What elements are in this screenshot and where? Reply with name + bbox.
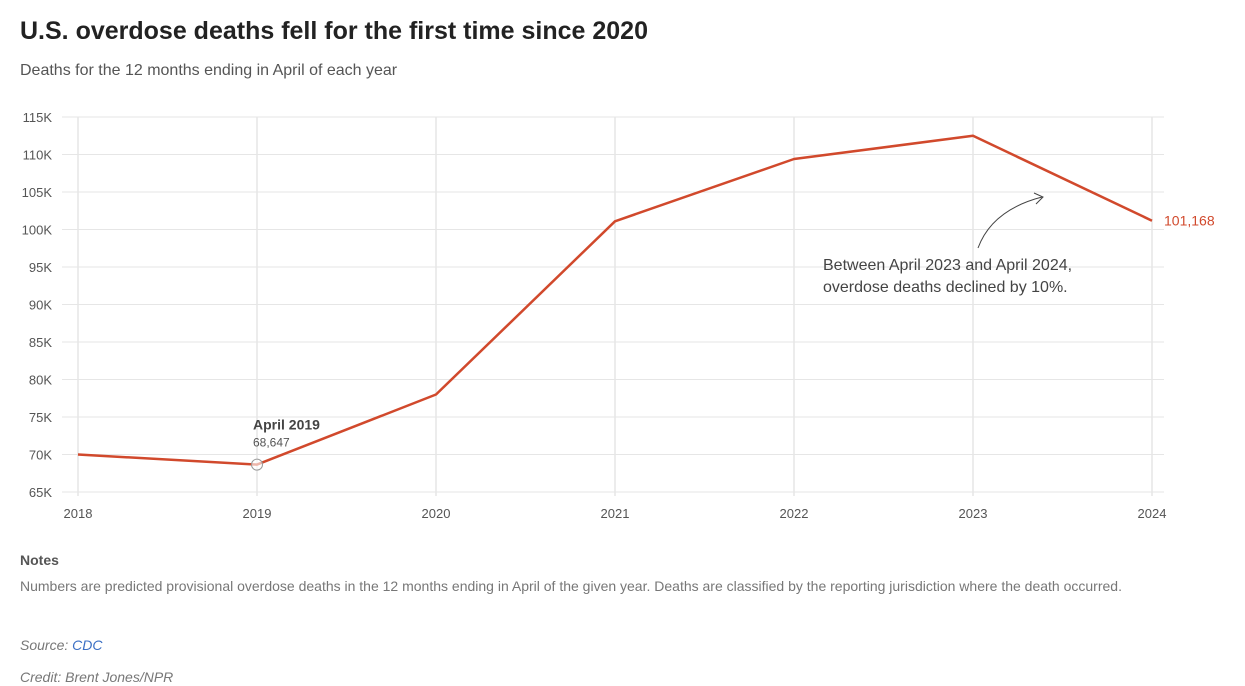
y-tick-label: 75K <box>29 410 52 425</box>
source-line: Source: CDC <box>20 637 102 653</box>
x-tick-label: 2019 <box>243 506 272 521</box>
x-tick-label: 2024 <box>1138 506 1167 521</box>
y-tick-label: 100K <box>22 223 53 238</box>
y-tick-label: 90K <box>29 298 52 313</box>
annotation-arrow <box>977 196 1043 249</box>
highlight-title: April 2019 <box>253 417 320 433</box>
highlight-marker <box>251 458 263 471</box>
x-tick-label: 2018 <box>64 506 93 521</box>
x-tick-label: 2023 <box>959 506 988 521</box>
notes-heading: Notes <box>20 552 59 568</box>
x-tick-label: 2022 <box>780 506 809 521</box>
x-tick-label: 2021 <box>601 506 630 521</box>
y-tick-label: 80K <box>29 373 52 388</box>
end-value-label: 101,168 <box>1164 213 1215 229</box>
label-layer: April 2019 68,647 101,168 Between April 202… <box>253 192 1215 450</box>
axis-layer: 65K 70K 75K 80K 85K 90K 95K 100K 105K 110K 115K 201… <box>22 110 1167 521</box>
x-tick-label: 2020 <box>422 506 451 521</box>
line-chart: 65K 70K 75K 80K 85K 90K 95K 100K 105K 110K 115K 201… <box>22 110 1215 521</box>
y-tick-label: 115K <box>23 110 53 125</box>
annotation-text-line: Between April 2023 and April 2024, <box>823 257 1072 274</box>
source-link[interactable]: CDC <box>72 637 103 653</box>
source-label: Source: <box>20 637 69 653</box>
annotation-text-line: overdose deaths declined by 10%. <box>823 279 1068 296</box>
annotation-arrow-head <box>1033 192 1044 205</box>
y-tick-label: 85K <box>29 335 52 350</box>
y-tick-label: 95K <box>29 260 52 275</box>
notes-text: Numbers are predicted provisional overdo… <box>20 578 1122 594</box>
y-tick-label: 70K <box>29 448 52 463</box>
y-tick-label: 110K <box>23 148 53 163</box>
y-tick-label: 65K <box>29 485 52 500</box>
credit-line: Credit: Brent Jones/NPR <box>20 669 174 685</box>
grid-layer <box>62 116 1164 496</box>
chart-title: U.S. overdose deaths fell for the first … <box>20 17 648 45</box>
highlight-value: 68,647 <box>253 436 290 450</box>
chart-subtitle: Deaths for the 12 months ending in April… <box>20 62 398 79</box>
y-tick-label: 105K <box>22 185 53 200</box>
series-layer <box>77 134 1153 471</box>
